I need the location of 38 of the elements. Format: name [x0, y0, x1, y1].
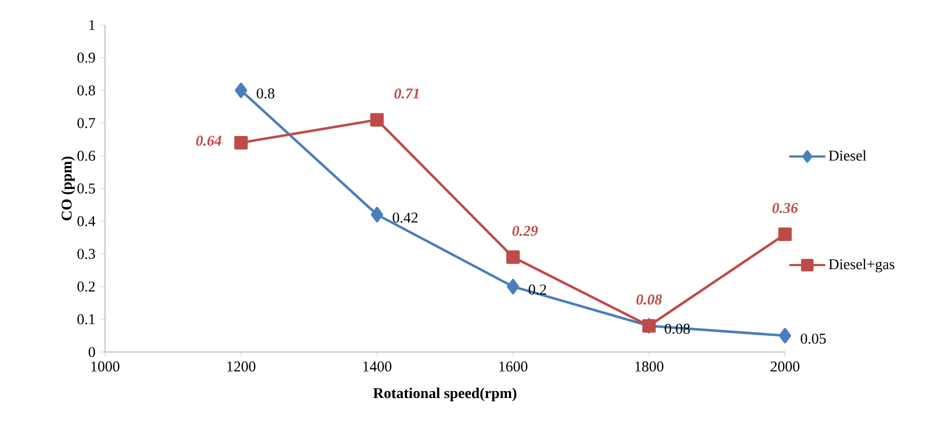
x-tick-label: 1400	[363, 361, 392, 372]
y-tick-label: 0.4	[77, 216, 96, 226]
y-tick-label: 0.8	[77, 85, 95, 96]
point	[234, 82, 248, 98]
y-tick-label: 0.7	[77, 118, 96, 128]
x-tick-label: 2000	[770, 361, 800, 372]
x-axis-title: Rotational speed(rpm)	[373, 388, 516, 402]
data-label: 0.42	[392, 212, 418, 223]
x-tick-label: 1800	[635, 361, 664, 372]
data-label: 0.71	[394, 88, 419, 99]
data-label: 0.36	[772, 202, 798, 214]
y-tick-label: 0.9	[77, 52, 95, 63]
data-label: 0.64	[196, 136, 222, 146]
data-label: 0.05	[800, 334, 826, 344]
y-tick-label: 0.1	[77, 314, 95, 324]
data-label: 0.2	[528, 284, 546, 295]
y-tick-label: 0.5	[77, 183, 95, 194]
point	[506, 250, 520, 264]
data-label: 0.8	[256, 88, 274, 98]
y-axis-title: CO (ppm)	[61, 156, 75, 220]
point	[778, 228, 792, 242]
point	[370, 113, 384, 127]
legend-label: Diesel	[828, 150, 866, 161]
y-tick-label: 0.3	[77, 248, 95, 259]
x-tick-label: 1600	[499, 361, 528, 372]
point	[506, 278, 520, 294]
data-label: 0.29	[512, 226, 538, 236]
y-tick-label: 0	[88, 346, 95, 358]
y-tick-label: 1	[89, 20, 95, 30]
point	[234, 136, 248, 150]
x-tick-label: 1200	[227, 361, 256, 372]
y-tick-label: 0.6	[77, 150, 96, 161]
x-tick-label: 1000	[91, 361, 120, 372]
point	[370, 206, 384, 222]
y-tick-label: 0.2	[77, 282, 95, 292]
point	[778, 328, 792, 344]
data-label: 0.08	[636, 294, 662, 305]
legend-label: Diesel+gas	[828, 258, 894, 272]
